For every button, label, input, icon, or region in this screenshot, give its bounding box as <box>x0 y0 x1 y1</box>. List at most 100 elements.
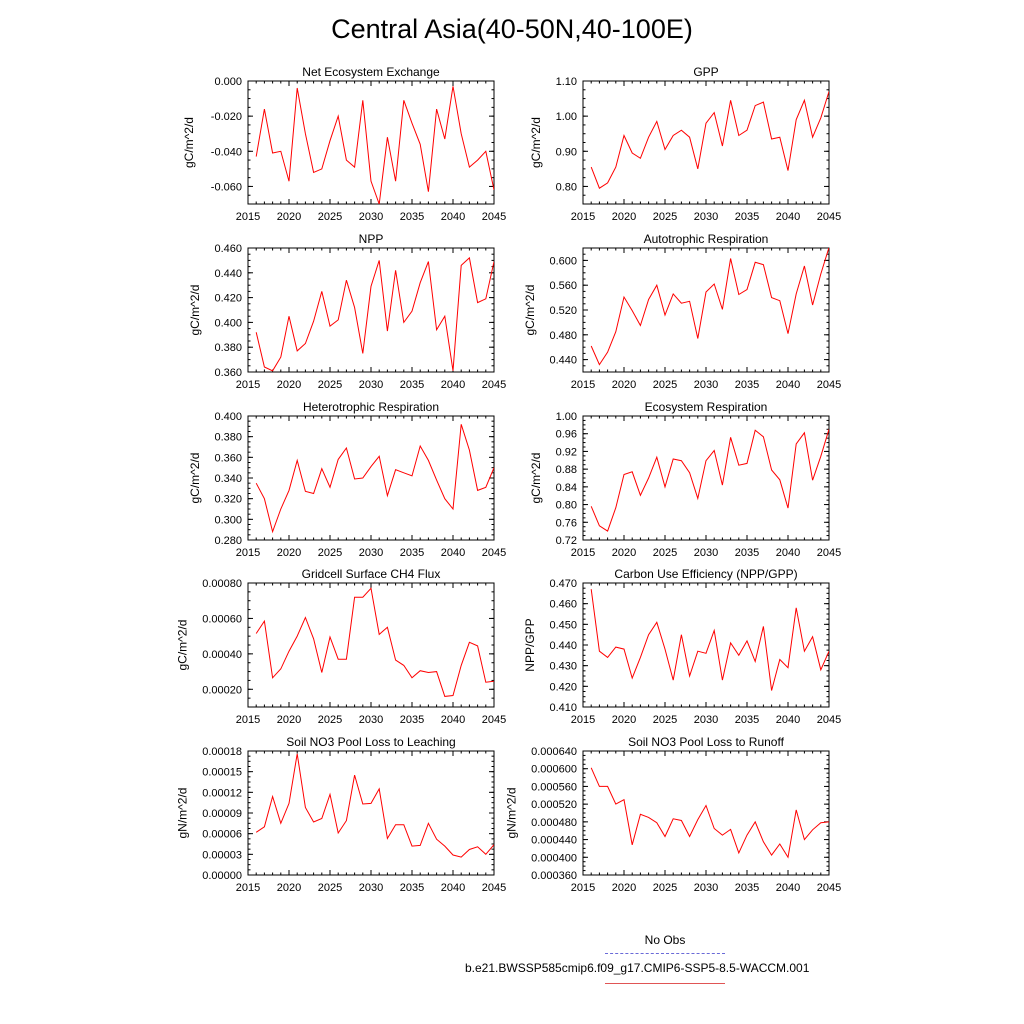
x-tick-label: 2035 <box>735 714 759 726</box>
legend-run-line <box>605 983 725 984</box>
x-tick-label: 2040 <box>776 547 800 559</box>
y-tick-label: 0.430 <box>549 661 577 673</box>
x-tick-label: 2035 <box>400 714 424 726</box>
x-tick-label: 2025 <box>653 379 677 391</box>
panel-9: Soil NO3 Pool Loss to Leaching 2015 2020 20… <box>176 735 507 894</box>
y-tick-label: 0.300 <box>214 514 242 526</box>
y-tick-label: 0.600 <box>549 255 577 267</box>
y-tick-label: 0.88 <box>556 464 577 476</box>
x-tick-label: 2030 <box>359 379 383 391</box>
panel-6: Ecosystem Respiration 2015 2020 2025 2030 203… <box>529 400 841 559</box>
y-tick-label: 0.00020 <box>202 684 242 696</box>
y-tick-label: 0.460 <box>549 599 577 611</box>
x-tick-label: 2035 <box>735 379 759 391</box>
y-tick-label: 0.420 <box>549 681 577 693</box>
panel-10: Soil NO3 Pool Loss to Runoff 2015 2020 2025… <box>504 735 841 894</box>
x-tick-label: 2040 <box>776 211 800 223</box>
panel-7: Gridcell Surface CH4 Flux 2015 2020 2025 203… <box>176 567 507 726</box>
y-tick-label: 0.92 <box>556 446 577 458</box>
y-tick-label: 0.440 <box>214 268 242 280</box>
y-tick-label: 0.000640 <box>531 746 577 758</box>
y-tick-label: 0.320 <box>214 494 242 506</box>
x-tick-label: 2020 <box>277 379 301 391</box>
y-tick-label: 0.00000 <box>202 870 242 882</box>
x-tick-label: 2020 <box>277 882 301 894</box>
y-axis-label: gC/m^2/d <box>182 117 196 168</box>
x-tick-label: 2020 <box>612 882 636 894</box>
legend-no-obs-label: No Obs <box>644 933 686 947</box>
x-tick-label: 2040 <box>776 714 800 726</box>
x-tick-label: 2040 <box>776 882 800 894</box>
y-tick-label: 0.440 <box>549 640 577 652</box>
y-tick-label: 0.80 <box>556 500 577 512</box>
series-line <box>590 429 829 532</box>
y-tick-label: 0.000480 <box>531 817 577 829</box>
x-tick-label: 2025 <box>653 547 677 559</box>
x-tick-label: 2025 <box>653 882 677 894</box>
y-tick-label: -0.060 <box>211 181 242 193</box>
y-axis-label: gC/m^2/d <box>176 620 190 671</box>
x-tick-label: 2015 <box>236 211 260 223</box>
panel-title: Gridcell Surface CH4 Flux <box>302 567 441 581</box>
y-tick-label: 1.00 <box>556 111 577 123</box>
panel-title: Heterotrophic Respiration <box>303 400 439 414</box>
panel-title: Net Ecosystem Exchange <box>302 65 440 79</box>
x-tick-label: 2030 <box>359 211 383 223</box>
panel-title: GPP <box>693 65 718 79</box>
series-line <box>255 86 494 204</box>
plot-frame <box>247 582 495 708</box>
y-tick-label: 0.00006 <box>202 829 242 841</box>
x-tick-label: 2035 <box>400 882 424 894</box>
y-axis-label: NPP/GPP <box>523 618 537 671</box>
y-tick-label: 0.00060 <box>202 613 242 625</box>
y-tick-label: 1.00 <box>556 411 577 423</box>
x-tick-label: 2035 <box>400 211 424 223</box>
x-tick-label: 2015 <box>571 882 595 894</box>
x-tick-label: 2015 <box>236 714 260 726</box>
y-axis-label: gN/m^2/d <box>176 788 190 839</box>
y-axis-label: gC/m^2/d <box>529 117 543 168</box>
x-tick-label: 2045 <box>817 882 841 894</box>
x-tick-label: 2045 <box>482 211 506 223</box>
panel-8: Carbon Use Efficiency (NPP/GPP) 2015 2020 2… <box>523 567 841 726</box>
panel-2: GPP 2015 2020 2025 2030 2035 2040 2045 0.80 0.90 1… <box>529 65 841 223</box>
plot-frame <box>582 582 830 708</box>
figure-title: Central Asia(40-50N,40-100E) <box>331 14 693 44</box>
y-tick-label: 0.360 <box>214 452 242 464</box>
y-tick-label: 1.10 <box>556 76 577 88</box>
y-tick-label: 0.470 <box>549 578 577 590</box>
plot-frame <box>582 247 830 373</box>
y-tick-label: 0.76 <box>556 517 577 529</box>
y-tick-label: 0.380 <box>214 432 242 444</box>
y-tick-label: 0.00003 <box>202 849 242 861</box>
x-tick-label: 2015 <box>571 547 595 559</box>
x-tick-label: 2015 <box>571 211 595 223</box>
x-tick-label: 2015 <box>571 379 595 391</box>
x-tick-label: 2030 <box>359 714 383 726</box>
x-tick-label: 2045 <box>482 714 506 726</box>
y-tick-label: 0.00080 <box>202 578 242 590</box>
y-tick-label: 0.00018 <box>202 746 242 758</box>
x-tick-label: 2045 <box>817 379 841 391</box>
x-tick-label: 2035 <box>400 547 424 559</box>
x-tick-label: 2045 <box>482 547 506 559</box>
series-line <box>255 753 494 858</box>
x-tick-label: 2035 <box>735 882 759 894</box>
y-axis-label: gN/m^2/d <box>504 788 518 839</box>
x-tick-label: 2025 <box>318 547 342 559</box>
x-tick-label: 2025 <box>653 714 677 726</box>
panel-3: NPP 2015 2020 2025 2030 2035 2040 2045 0.360 0.38… <box>188 232 506 391</box>
x-tick-label: 2020 <box>612 547 636 559</box>
series-line <box>590 91 829 189</box>
x-tick-label: 2025 <box>318 211 342 223</box>
y-tick-label: 0.450 <box>549 619 577 631</box>
y-tick-label: 0.480 <box>549 330 577 342</box>
plot-frame <box>247 415 495 541</box>
x-tick-label: 2020 <box>277 547 301 559</box>
x-tick-label: 2015 <box>571 714 595 726</box>
y-tick-label: 0.000 <box>214 76 242 88</box>
x-tick-label: 2040 <box>776 379 800 391</box>
x-tick-label: 2030 <box>359 547 383 559</box>
x-tick-label: 2045 <box>817 547 841 559</box>
x-tick-label: 2045 <box>817 714 841 726</box>
